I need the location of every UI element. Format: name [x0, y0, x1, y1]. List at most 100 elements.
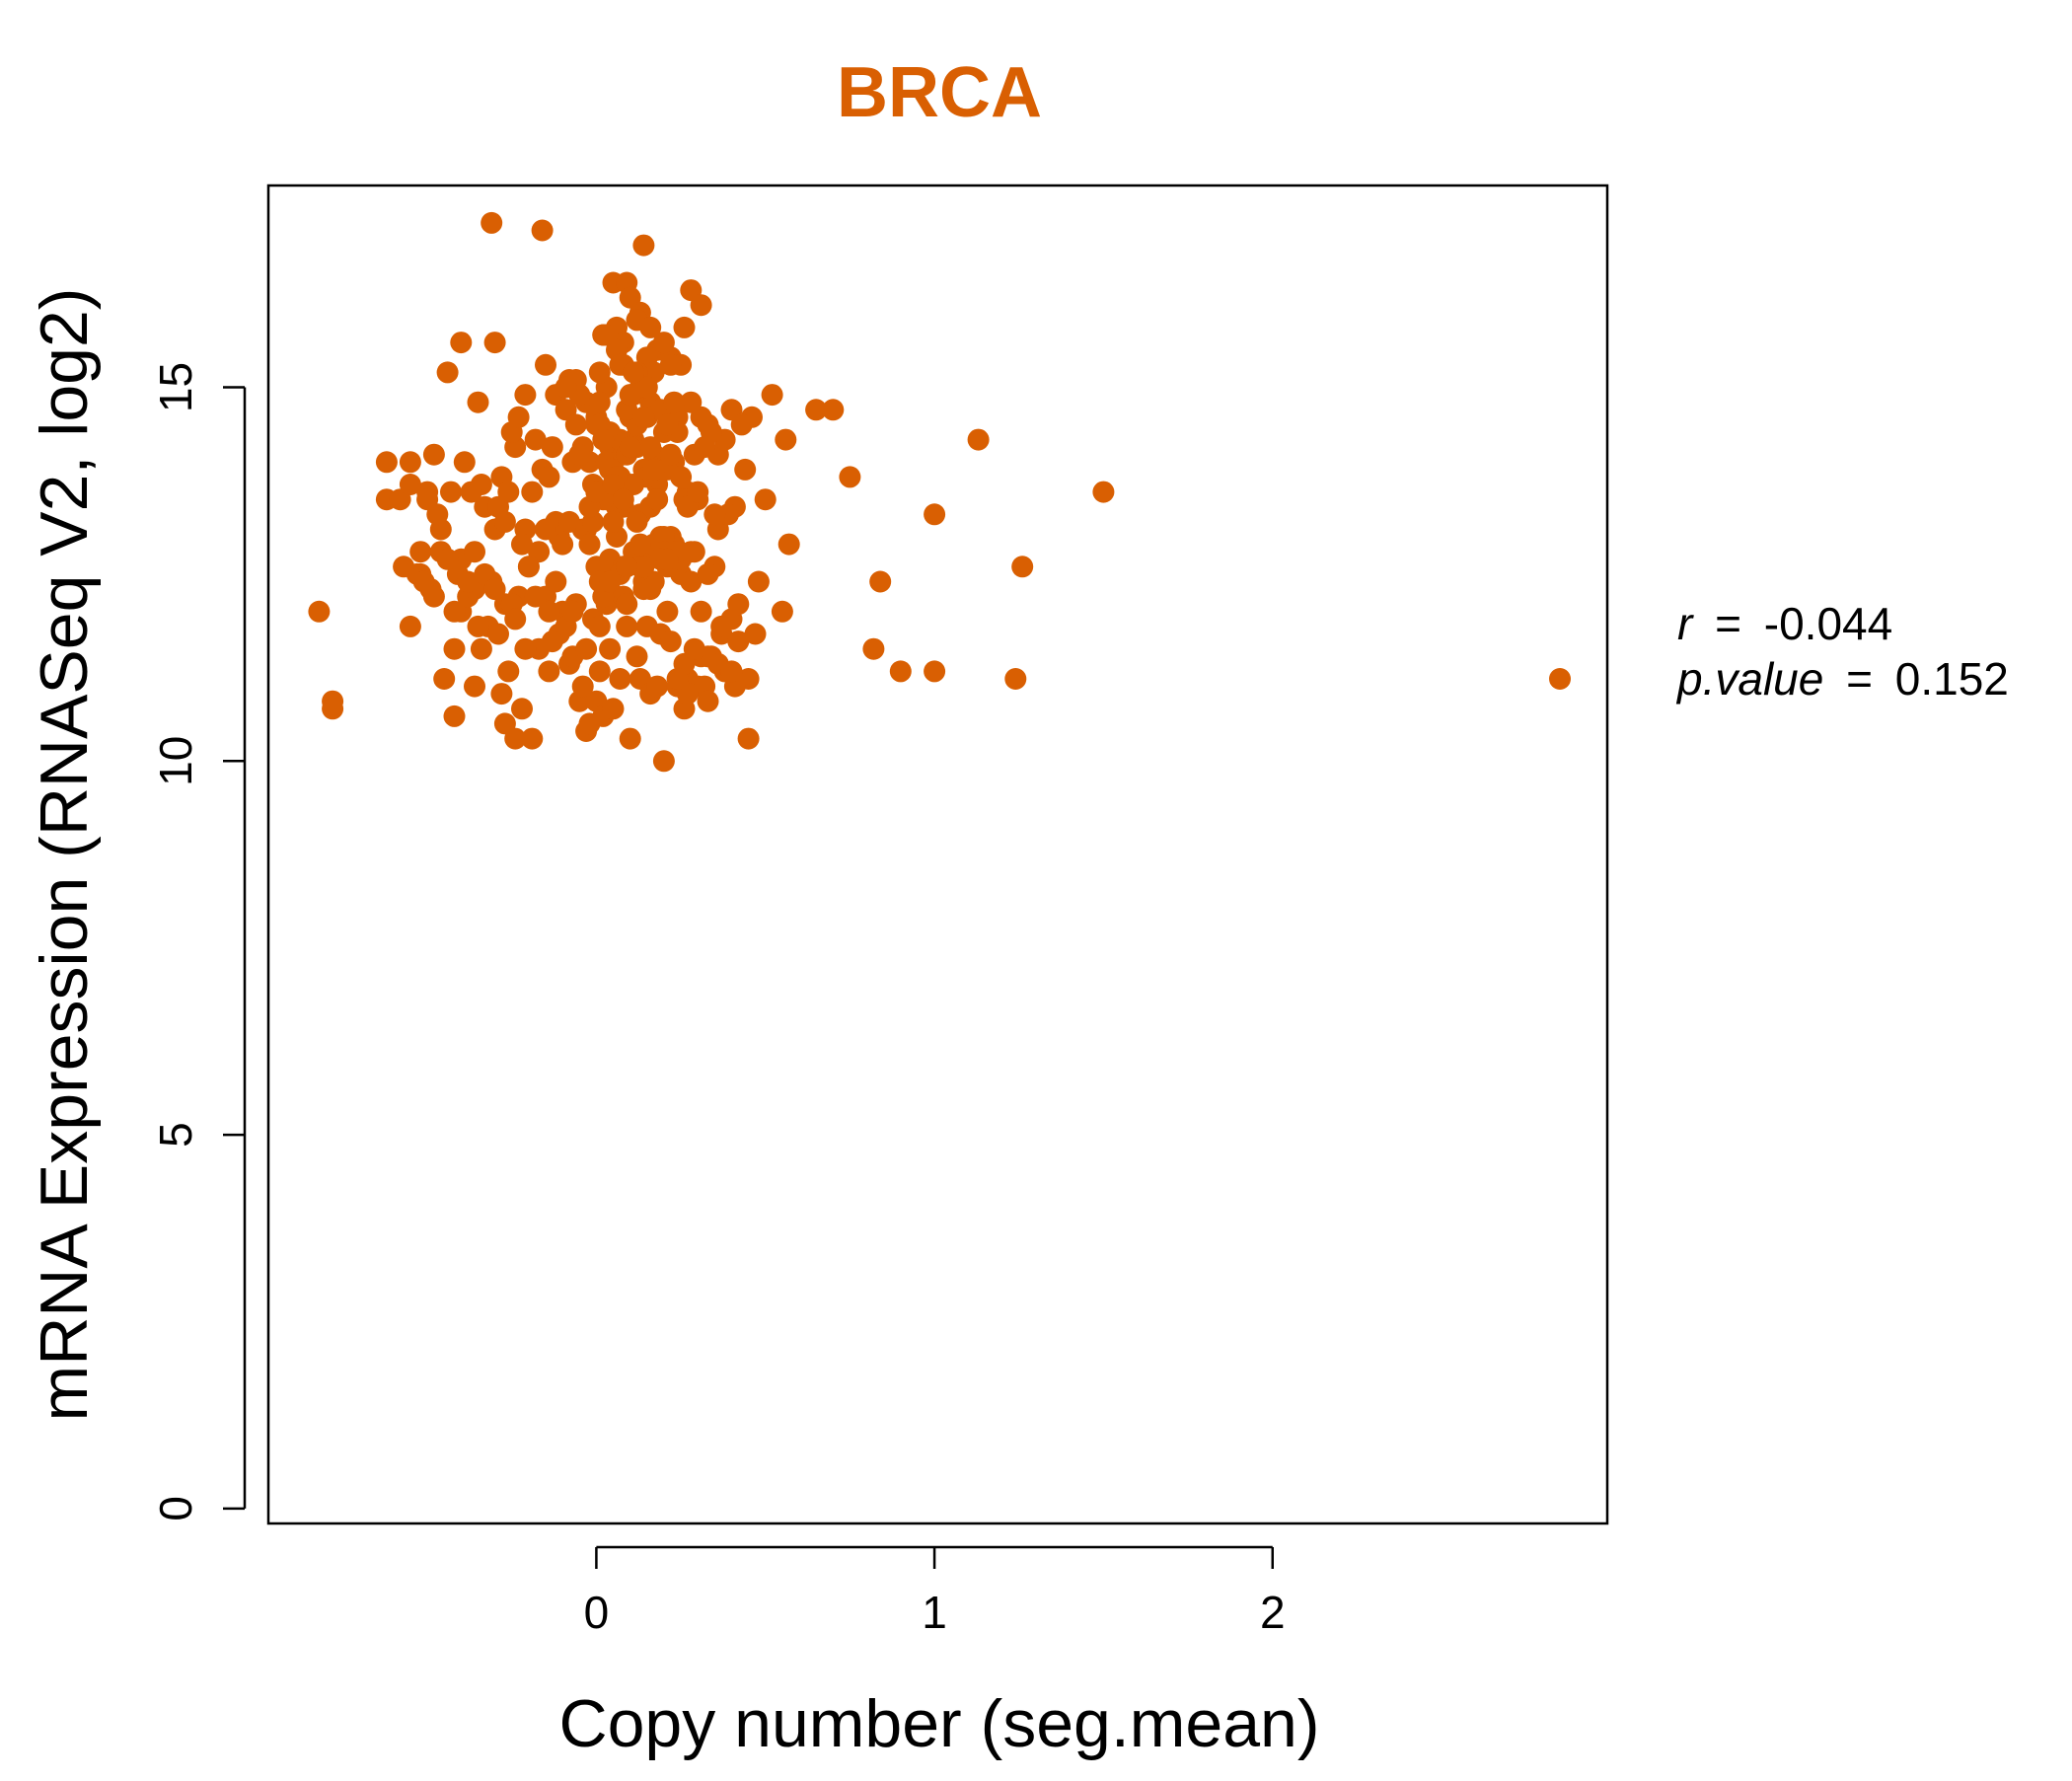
svg-text:p.value = 0.15: p.value = 0.152 — [1675, 653, 2009, 705]
data-point — [443, 600, 466, 623]
plot-frame — [266, 184, 1609, 1525]
data-point — [609, 668, 631, 690]
data-point — [507, 406, 530, 428]
data-point — [514, 384, 537, 407]
data-point — [720, 660, 743, 683]
data-point — [737, 727, 760, 750]
data-point — [924, 660, 946, 683]
data-point — [673, 316, 696, 338]
data-point — [656, 413, 679, 436]
stats-annotation: r = -0.044 p.value = 0.152 — [1675, 598, 2009, 705]
data-point — [626, 510, 648, 533]
data-point — [616, 556, 638, 578]
data-point — [497, 660, 520, 683]
data-point — [697, 690, 719, 712]
data-point — [467, 615, 489, 637]
data-point — [422, 443, 445, 466]
data-point — [511, 533, 533, 556]
data-point — [652, 750, 675, 773]
x-tick-label: 0 — [584, 1587, 610, 1638]
data-point — [511, 698, 533, 720]
p-label: p.value — [1675, 653, 1823, 705]
data-point — [521, 481, 544, 503]
data-point — [632, 406, 655, 428]
y-tick-label: 0 — [150, 1496, 201, 1521]
data-point — [1549, 668, 1571, 690]
data-point — [443, 637, 466, 660]
data-point — [619, 384, 641, 407]
p-value: 0.152 — [1895, 653, 2009, 705]
data-point — [754, 488, 777, 511]
data-point — [467, 391, 489, 413]
data-point — [602, 510, 625, 533]
data-point — [521, 727, 544, 750]
data-point — [652, 526, 675, 548]
data-point — [710, 615, 733, 637]
data-point — [616, 593, 638, 616]
data-point — [687, 481, 709, 503]
data-point — [588, 660, 611, 683]
data-point — [470, 637, 492, 660]
data-point — [399, 474, 421, 495]
data-point — [541, 436, 563, 459]
data-point — [558, 510, 580, 533]
data-point — [703, 503, 726, 526]
data-point — [694, 436, 716, 459]
data-point — [545, 570, 567, 593]
data-point — [399, 615, 421, 637]
chart-title: BRCA — [837, 53, 1042, 132]
data-point — [422, 585, 445, 608]
data-point — [659, 353, 682, 376]
data-point — [538, 466, 560, 488]
data-point — [514, 637, 537, 660]
data-point — [924, 503, 946, 526]
y-tick-label: 15 — [150, 362, 201, 412]
data-point — [663, 391, 686, 413]
data-point — [683, 541, 705, 563]
data-point — [436, 361, 459, 384]
data-point — [433, 668, 456, 690]
data-point — [1092, 481, 1115, 503]
data-point — [652, 332, 675, 354]
data-point — [619, 436, 641, 459]
data-point — [588, 391, 611, 413]
data-point — [493, 510, 516, 533]
data-point — [524, 585, 547, 608]
data-point — [727, 631, 750, 653]
data-point — [599, 570, 622, 593]
data-point — [659, 631, 682, 653]
data-point — [504, 727, 527, 750]
data-point — [585, 481, 608, 503]
y-tick-label: 10 — [150, 736, 201, 786]
data-point — [889, 660, 912, 683]
data-point — [588, 615, 611, 637]
data-point — [592, 428, 615, 451]
data-point — [393, 556, 415, 578]
data-point — [862, 637, 885, 660]
data-point — [744, 623, 767, 645]
data-point — [680, 570, 703, 593]
data-point — [727, 593, 750, 616]
data-point — [967, 428, 990, 451]
data-point — [626, 645, 648, 668]
data-point — [635, 376, 658, 399]
y-axis-label: mRNA Expression (RNASeq V2, log2) — [27, 288, 102, 1422]
data-point — [436, 548, 459, 570]
x-tick-label: 2 — [1260, 1587, 1286, 1638]
data-point — [690, 600, 712, 623]
data-point — [578, 533, 601, 556]
r-eq: = — [1715, 598, 1741, 649]
data-point — [568, 443, 591, 466]
data-point — [440, 481, 462, 503]
data-point — [619, 727, 641, 750]
data-point — [541, 631, 563, 653]
data-point — [734, 458, 757, 481]
data-point — [555, 376, 577, 399]
x-tick-label: 1 — [922, 1587, 947, 1638]
data-point — [564, 413, 587, 436]
data-point — [639, 578, 662, 601]
data-point — [632, 234, 655, 257]
data-point — [487, 623, 509, 645]
